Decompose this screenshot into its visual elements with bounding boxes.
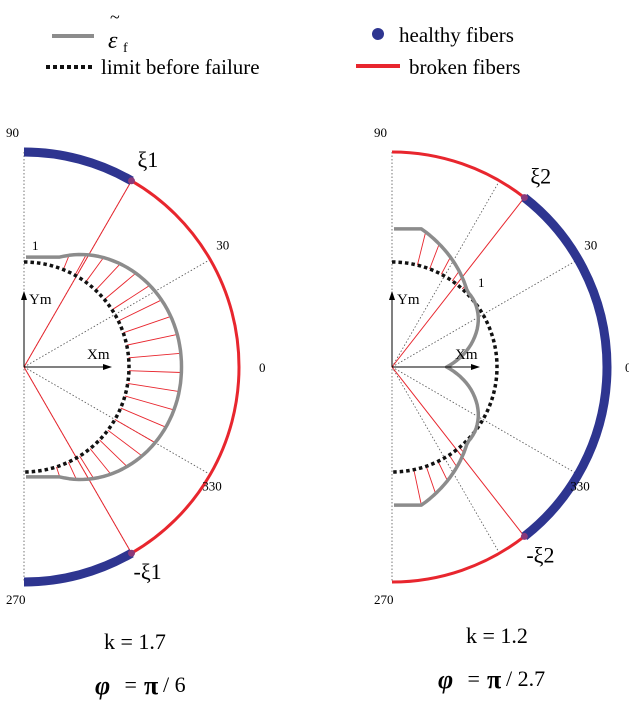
phi-eq-left: = — [119, 672, 142, 697]
angle-ray — [23, 259, 211, 368]
xi-bottom-label: -ξ2 — [526, 542, 554, 567]
xi-ray — [23, 366, 132, 554]
xi-ray — [391, 197, 525, 368]
exceed-hatch — [429, 243, 440, 270]
xi-ray — [23, 180, 132, 368]
legend-strain-tilde: ~ — [110, 7, 120, 27]
exceed-hatch — [126, 333, 178, 346]
xi-marker — [520, 194, 528, 202]
exceed-hatch — [451, 270, 460, 282]
pi-symbol-left: π — [144, 671, 158, 700]
phi-denominator-right: / 2.7 — [506, 666, 545, 691]
exceed-hatch — [89, 448, 112, 475]
exceed-hatch — [99, 439, 128, 467]
exceed-hatch — [437, 461, 448, 481]
healthy-arc — [521, 194, 612, 540]
exceed-hatch — [85, 257, 104, 283]
polar-plot-left: Xm Ym 1 90 30 0 330 270 ξ1 -ξ1 — [6, 125, 266, 607]
broken-arc-top — [391, 150, 526, 199]
angle-ray — [391, 259, 579, 368]
k-caption-left: k = 1.7 — [104, 629, 166, 654]
broken-arc-bottom — [391, 535, 526, 584]
exceed-hatch — [127, 382, 180, 393]
k-caption-right: k = 1.2 — [466, 623, 528, 648]
xi-top-label: ξ1 — [138, 147, 159, 172]
x-axis-label: Xm — [87, 347, 110, 363]
exceed-hatch — [413, 469, 422, 506]
exceed-hatch — [67, 461, 77, 480]
phi-eq-right: = — [462, 666, 485, 691]
exceed-hatch — [448, 454, 458, 468]
angle-label-330: 330 — [202, 479, 222, 494]
legend-healthy-swatch — [372, 28, 384, 40]
exceed-hatch — [107, 429, 143, 457]
legend-healthy-label: healthy fibers — [399, 23, 514, 47]
exceed-hatch — [123, 316, 171, 334]
angle-ray — [391, 366, 579, 475]
xi-marker — [128, 177, 135, 185]
angle-ray — [391, 180, 500, 368]
healthy-arc-top — [23, 147, 134, 185]
x-axis-arrowhead — [471, 364, 480, 370]
unit-label: 1 — [478, 275, 485, 290]
legend-strain-subscript: f — [123, 41, 128, 56]
phi-symbol-left: φ — [95, 671, 110, 700]
phi-symbol-right: φ — [438, 665, 453, 694]
xi-ray — [391, 366, 525, 537]
angle-label-330: 330 — [570, 479, 590, 494]
limit-circle — [23, 260, 131, 474]
legend-strain-symbol: ε — [108, 28, 118, 54]
strain-curve — [26, 252, 184, 482]
unit-label: 1 — [32, 238, 39, 253]
exceed-hatch — [104, 272, 137, 300]
exceed-hatch — [425, 466, 437, 494]
angle-label-0: 0 — [259, 360, 266, 375]
x-axis-arrowhead — [103, 364, 112, 370]
exceed-hatch — [95, 263, 121, 291]
phi-denominator-left: / 6 — [163, 672, 186, 697]
xi-marker — [128, 549, 135, 557]
legend: ε ~ f limit before failure healthy fiber… — [46, 7, 520, 79]
exceed-hatch — [416, 231, 427, 266]
y-axis-label: Ym — [29, 292, 52, 308]
xi-top-label: ξ2 — [530, 164, 551, 189]
exceed-hatch — [74, 254, 87, 276]
limit-circle — [391, 260, 499, 474]
exceed-hatch — [128, 370, 182, 373]
exceed-hatch — [128, 352, 181, 359]
healthy-arc-bottom — [23, 549, 134, 587]
angle-ray — [23, 366, 211, 475]
broken-arc — [130, 179, 241, 555]
exceed-hatch — [124, 395, 175, 411]
exceed-hatch — [111, 284, 151, 311]
exceed-hatch — [118, 299, 162, 322]
phi-caption-left: φ = π / 6 — [95, 671, 186, 700]
exceed-hatch — [62, 255, 70, 270]
angle-label-270: 270 — [6, 592, 26, 607]
angle-label-90: 90 — [6, 125, 19, 140]
pi-symbol-right: π — [487, 665, 501, 694]
angle-label-30: 30 — [216, 238, 229, 253]
exceed-hatch — [440, 256, 451, 275]
x-axis-label: Xm — [455, 347, 478, 363]
exceed-hatch — [120, 407, 167, 428]
y-axis-arrowhead — [21, 291, 27, 300]
exceed-hatch — [114, 419, 156, 444]
legend-limit-label: limit before failure — [101, 55, 260, 79]
phi-caption-right: φ = π / 2.7 — [438, 665, 545, 694]
exceed-hatch — [79, 455, 95, 479]
angle-label-90: 90 — [374, 125, 387, 140]
y-axis-label: Ym — [397, 292, 420, 308]
xi-bottom-label: -ξ1 — [134, 559, 162, 584]
polar-plot-right: Xm Ym 1 90 30 0 330 270 ξ2 -ξ2 — [374, 125, 629, 607]
legend-broken-label: broken fibers — [409, 55, 520, 79]
y-axis-arrowhead — [389, 291, 395, 300]
angle-label-0: 0 — [625, 360, 629, 375]
angle-label-270: 270 — [374, 592, 394, 607]
angle-label-30: 30 — [584, 238, 597, 253]
angle-ray — [391, 366, 500, 554]
xi-marker — [520, 532, 528, 540]
